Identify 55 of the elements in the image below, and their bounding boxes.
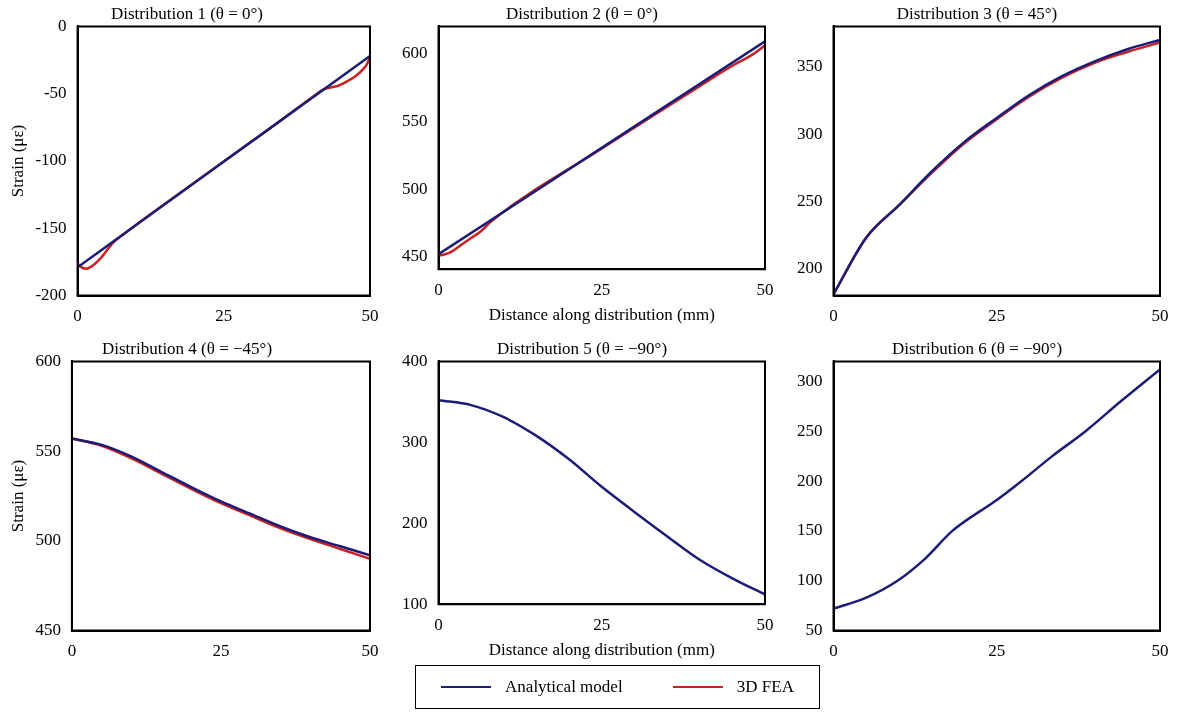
x-tick-label: 25 — [988, 641, 1006, 661]
x-tick-label: 50 — [1151, 306, 1169, 326]
chart-title: Distribution 6 (θ = −90°) — [891, 338, 1063, 358]
y-tick-label: 300 — [797, 123, 823, 143]
legend-label: Analytical model — [505, 677, 623, 697]
y-tick-label: 100 — [797, 570, 823, 590]
x-tick-label: 0 — [829, 641, 838, 661]
x-tick-label: 50 — [361, 641, 379, 661]
x-tick-label: 0 — [434, 279, 443, 299]
y-tick-label: 200 — [797, 258, 823, 278]
y-tick-label: 600 — [402, 43, 428, 62]
y-tick-label: 250 — [797, 420, 823, 440]
x-tick-label: 25 — [988, 306, 1006, 326]
y-tick-label: 150 — [797, 520, 823, 540]
x-axis-title: Distance along distribution (mm) — [488, 640, 715, 660]
y-tick-label: 550 — [402, 110, 428, 130]
y-tick-label: 350 — [797, 56, 823, 76]
x-tick-label: 25 — [593, 279, 611, 299]
y-tick-label: 600 — [35, 350, 61, 370]
y-tick-label: 500 — [35, 530, 61, 550]
y-tick-label: 300 — [402, 431, 428, 451]
y-axis-title: Strain (με) — [7, 124, 27, 198]
y-tick-label: 0 — [58, 15, 67, 35]
y-tick-label: 250 — [797, 190, 823, 210]
y-tick-label: 500 — [402, 178, 428, 198]
y-tick-label: 450 — [402, 246, 428, 266]
y-axis-title: Strain (με) — [7, 459, 27, 533]
y-tick-label: 450 — [35, 620, 61, 640]
chart-title: Distribution 5 (θ = −90°) — [496, 338, 668, 358]
y-tick-label: 200 — [797, 470, 823, 490]
y-tick-label: -150 — [35, 217, 67, 237]
y-tick-label: 400 — [402, 350, 428, 370]
x-tick-label: 25 — [212, 641, 230, 661]
x-tick-label: 0 — [434, 614, 443, 634]
chart-title: Distribution 2 (θ = 0°) — [505, 3, 659, 23]
chart-title: Distribution 4 (θ = −45°) — [101, 338, 273, 358]
x-tick-label: 50 — [756, 614, 774, 634]
x-tick-label: 50 — [361, 306, 379, 326]
x-tick-label: 25 — [215, 306, 233, 326]
y-tick-label: 200 — [402, 512, 428, 532]
x-tick-label: 0 — [73, 306, 82, 326]
x-tick-label: 50 — [1151, 641, 1169, 661]
x-tick-label: 50 — [756, 279, 774, 299]
y-tick-label: 100 — [402, 593, 428, 613]
y-tick-label: 550 — [35, 440, 61, 460]
y-tick-label: -50 — [43, 83, 67, 103]
x-tick-label: 25 — [593, 614, 611, 634]
y-tick-label: 300 — [797, 370, 823, 390]
y-tick-label: -100 — [35, 150, 67, 170]
x-tick-label: 0 — [829, 306, 838, 326]
chart-title: Distribution 1 (θ = 0°) — [110, 3, 264, 23]
x-axis-title: Distance along distribution (mm) — [488, 305, 715, 325]
chart-title: Distribution 3 (θ = 45°) — [896, 3, 1058, 23]
y-tick-label: -200 — [35, 285, 67, 305]
legend-label: 3D FEA — [736, 677, 794, 697]
